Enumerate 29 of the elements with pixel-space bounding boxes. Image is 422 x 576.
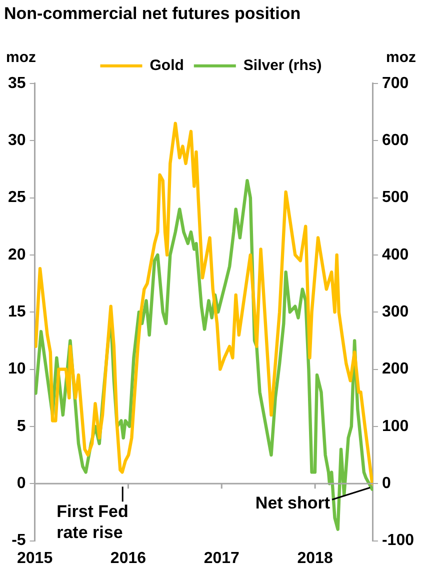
y2-axis-title: moz (386, 49, 416, 66)
chart-title: Non-commercial net futures position (4, 4, 301, 23)
y2-tick-label: 0 (382, 475, 391, 492)
y-tick-label: -5 (12, 532, 26, 550)
y-tick-label: 20 (8, 246, 26, 264)
y2-tick-label: 600 (382, 132, 409, 149)
y2-tick-label: -100 (382, 532, 414, 550)
x-tick-label: 2018 (297, 550, 333, 567)
y2-tick-label: 200 (382, 360, 409, 378)
y-tick-label: 30 (8, 132, 26, 149)
legend-label: Gold (150, 57, 184, 74)
y-tick-label: 5 (16, 418, 26, 435)
x-tick-label: 2015 (17, 550, 53, 567)
y2-tick-label: 500 (382, 189, 409, 206)
y-tick-label: 10 (8, 360, 26, 378)
y-tick-label: 0 (16, 475, 26, 492)
y-axis-title: moz (6, 49, 36, 66)
y2-tick-label: 700 (382, 74, 409, 92)
y-tick-label: 15 (8, 304, 26, 321)
annotation: First Fed rate rise (56, 502, 128, 542)
y2-tick-label: 300 (382, 304, 409, 321)
y-tick-label: 25 (8, 189, 26, 206)
y-tick-label: 35 (8, 74, 26, 92)
legend-label: Silver (rhs) (243, 57, 322, 74)
y2-tick-label: 400 (382, 246, 409, 264)
annotation: Net short (255, 493, 330, 512)
x-tick-label: 2017 (204, 550, 240, 567)
x-tick-label: 2016 (110, 550, 146, 567)
y2-tick-label: 100 (382, 418, 409, 435)
